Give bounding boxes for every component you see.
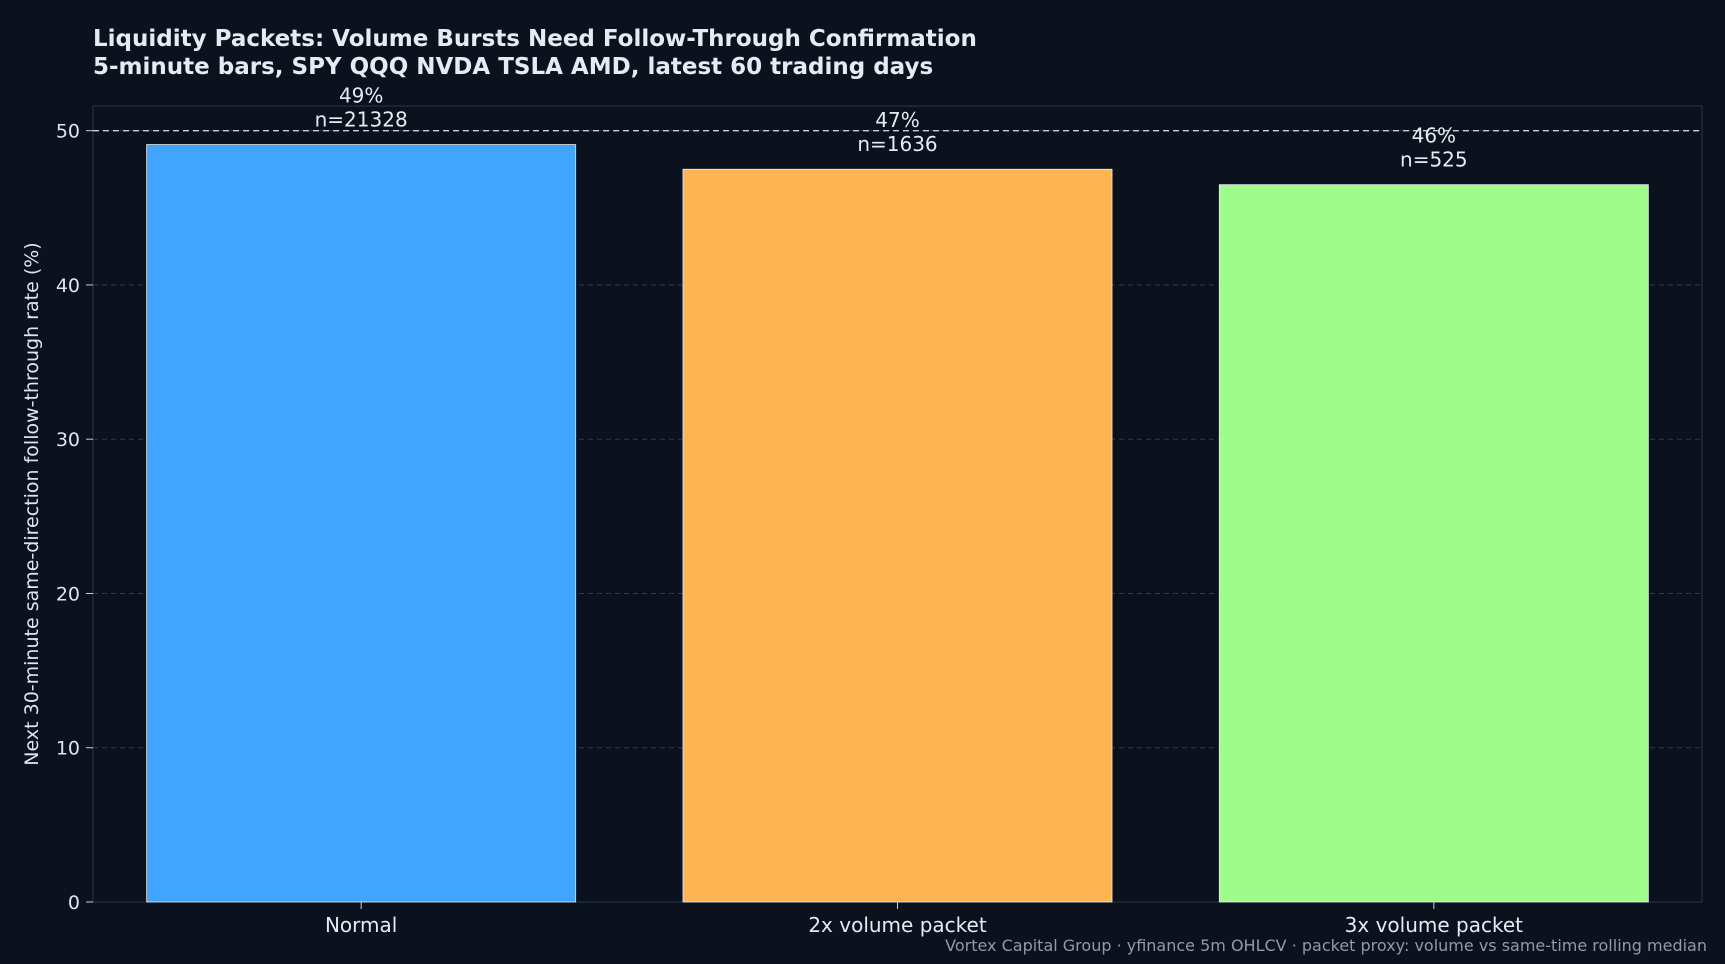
y-tick-label: 30 bbox=[56, 429, 80, 451]
x-tick-label: 2x volume packet bbox=[808, 913, 986, 937]
x-axis: Normal 2x volume packet 3x volume packet bbox=[325, 902, 1523, 937]
value-label: 46% bbox=[1412, 124, 1456, 148]
bar-layer bbox=[146, 144, 1649, 903]
bar-2 bbox=[1218, 184, 1649, 903]
x-tick-label: 3x volume packet bbox=[1345, 913, 1523, 937]
y-tick-label: 20 bbox=[56, 583, 80, 605]
bar-0 bbox=[146, 144, 577, 903]
value-label: 49% bbox=[339, 84, 383, 108]
chart-title: Liquidity Packets: Volume Bursts Need Fo… bbox=[93, 26, 977, 52]
bar-1 bbox=[682, 168, 1113, 903]
footnote: Vortex Capital Group · yfinance 5m OHLCV… bbox=[945, 936, 1707, 955]
y-tick-label: 50 bbox=[56, 121, 80, 143]
sample-size-label: n=525 bbox=[1400, 148, 1468, 172]
sample-size-label: n=21328 bbox=[315, 108, 408, 132]
y-axis: 0 10 20 30 40 50 bbox=[56, 121, 93, 914]
y-tick-label: 0 bbox=[68, 892, 80, 914]
sample-size-label: n=1636 bbox=[857, 132, 937, 156]
chart-subtitle: 5-minute bars, SPY QQQ NVDA TSLA AMD, la… bbox=[93, 54, 933, 80]
label-layer: 49%n=21328 47%n=1636 46%n=525 bbox=[315, 84, 1468, 172]
y-axis-label: Next 30-minute same-direction follow-thr… bbox=[21, 242, 43, 765]
y-tick-label: 10 bbox=[56, 738, 80, 760]
y-tick-label: 40 bbox=[56, 275, 80, 297]
value-label: 47% bbox=[875, 108, 919, 132]
x-tick-label: Normal bbox=[325, 913, 397, 937]
